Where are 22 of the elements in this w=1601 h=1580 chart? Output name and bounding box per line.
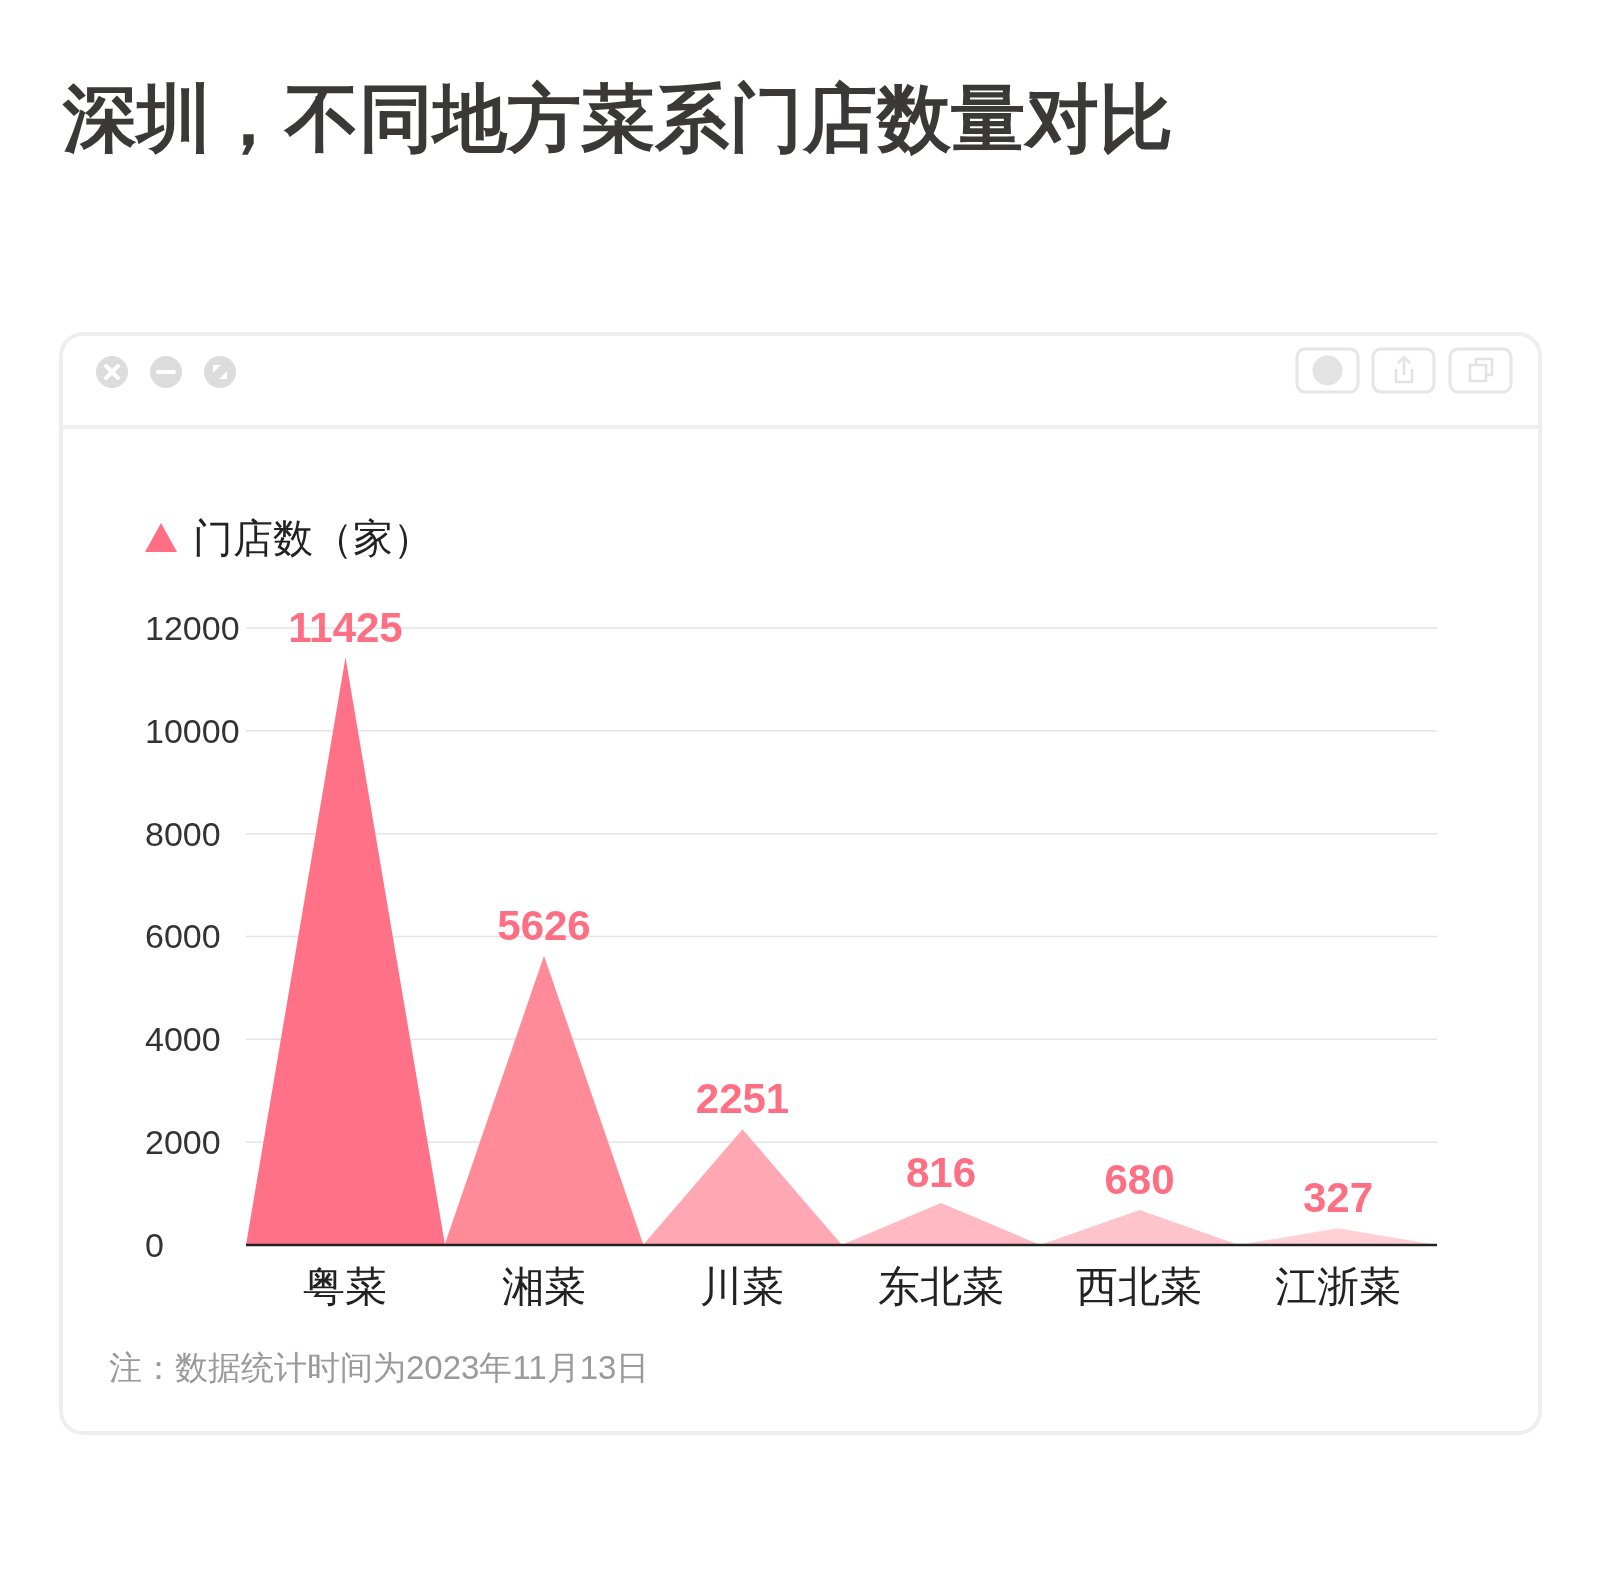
legend-label: 门店数（家） (193, 516, 433, 560)
y-tick-label: 8000 (145, 814, 221, 853)
y-tick-label: 2000 (145, 1123, 221, 1162)
text: 注：数据统计时间为2023年11月13日 (109, 1348, 650, 1388)
data-label: 11425 (288, 603, 403, 651)
data-label: 816 (905, 1149, 977, 1197)
x-tick-label: 江浙菜 (1274, 1262, 1401, 1310)
x-tick-label: 西北菜 (1076, 1262, 1203, 1310)
data-label: 680 (1104, 1156, 1175, 1204)
data-label: 5626 (497, 901, 591, 949)
x-tick-label: 粤菜 (303, 1262, 388, 1310)
y-tick-label: 10000 (145, 711, 240, 750)
x-tick-label: 湘菜 (501, 1262, 586, 1310)
x-tick-label: 东北菜 (877, 1262, 1004, 1310)
y-tick-label: 4000 (145, 1020, 221, 1059)
data-label: 327 (1302, 1174, 1374, 1222)
data-label: 2251 (695, 1075, 790, 1123)
y-tick-label: 0 (145, 1225, 164, 1264)
y-tick-label: 12000 (145, 608, 240, 647)
chart-title: 深圳，不同地方菜系门店数量对比 (63, 77, 1173, 160)
x-tick-label: 川菜 (700, 1262, 785, 1310)
y-tick-label: 6000 (145, 917, 221, 956)
